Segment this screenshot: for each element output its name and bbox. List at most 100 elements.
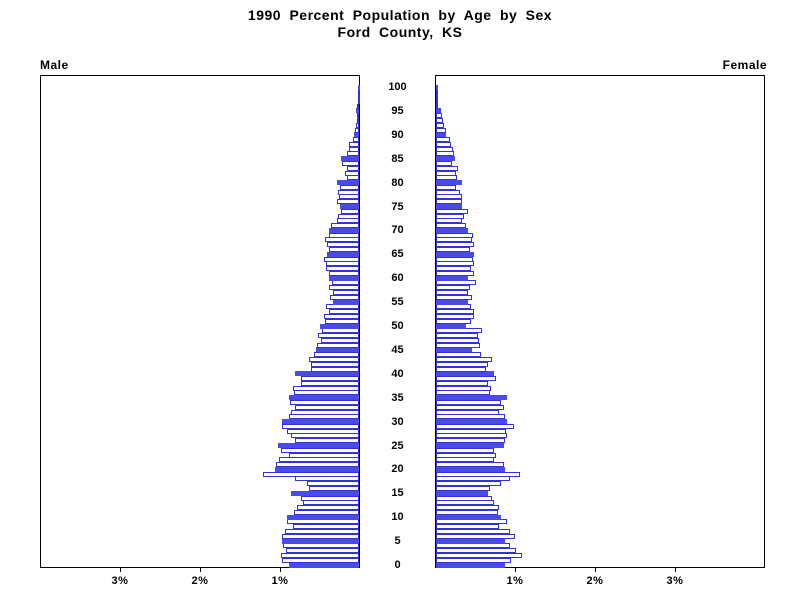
bar-male-age-22 xyxy=(279,457,359,463)
bar-female-age-60 xyxy=(436,275,468,281)
bar-female-age-91 xyxy=(436,127,446,133)
age-tick-label-40: 40 xyxy=(391,367,404,380)
bar-female-age-57 xyxy=(436,290,468,296)
female-tick-label-2%: 2% xyxy=(586,575,604,587)
bar-male-age-98 xyxy=(357,94,360,100)
bar-female-age-22 xyxy=(436,457,495,463)
bar-male-age-49 xyxy=(322,328,359,334)
bar-male-age-48 xyxy=(318,333,359,339)
bar-male-age-88 xyxy=(349,141,359,147)
bar-female-age-55 xyxy=(436,299,468,305)
bar-male-age-74 xyxy=(341,208,359,214)
bar-female-age-81 xyxy=(436,175,457,181)
bar-female-age-99 xyxy=(436,89,438,95)
bar-male-age-62 xyxy=(326,266,359,272)
chart-title: 1990 Percent Population by Age by Sex Fo… xyxy=(0,7,800,41)
bar-male-age-1 xyxy=(282,557,359,563)
bar-female-age-38 xyxy=(436,380,488,386)
bar-male-age-45 xyxy=(315,347,359,353)
bar-male-age-96 xyxy=(357,103,360,109)
bar-male-age-93 xyxy=(356,117,359,123)
bar-male-age-87 xyxy=(348,146,359,152)
bar-female-age-12 xyxy=(436,505,500,511)
age-tick-label-10: 10 xyxy=(391,511,404,524)
bar-female-age-50 xyxy=(436,323,467,329)
bar-female-age-49 xyxy=(436,328,482,334)
bar-female-age-14 xyxy=(436,495,492,501)
bar-female-age-34 xyxy=(436,399,501,405)
bar-female-age-54 xyxy=(436,304,472,310)
bar-male-age-16 xyxy=(309,486,359,492)
bar-male-age-7 xyxy=(284,529,359,535)
bar-female-age-63 xyxy=(436,261,474,267)
bar-male-age-94 xyxy=(357,113,360,119)
bar-male-age-90 xyxy=(354,132,359,138)
bar-male-age-8 xyxy=(293,524,359,530)
bar-female-age-18 xyxy=(436,476,511,482)
bar-male-age-99 xyxy=(357,89,360,95)
bar-male-age-26 xyxy=(295,438,359,444)
bar-male-age-46 xyxy=(317,342,359,348)
bar-female-age-88 xyxy=(436,141,452,147)
bar-female-age-53 xyxy=(436,309,475,315)
bar-female-age-62 xyxy=(436,266,472,272)
bar-female-age-73 xyxy=(436,213,464,219)
bar-male-age-13 xyxy=(303,500,359,506)
bar-male-age-54 xyxy=(326,304,359,310)
bar-male-age-79 xyxy=(339,184,359,190)
bar-female-age-17 xyxy=(436,481,501,487)
male-tick-2% xyxy=(200,568,201,572)
bar-male-age-19 xyxy=(263,471,359,477)
bar-male-age-27 xyxy=(291,433,359,439)
bar-female-age-0 xyxy=(436,562,505,568)
age-tick-label-100: 100 xyxy=(388,81,407,93)
age-tick-label-20: 20 xyxy=(391,463,404,476)
bar-male-age-83 xyxy=(347,165,359,171)
bar-female-age-67 xyxy=(436,242,474,248)
age-tick-label-75: 75 xyxy=(391,200,404,213)
bar-male-age-32 xyxy=(291,409,359,415)
bar-male-age-44 xyxy=(314,352,359,358)
bar-male-age-50 xyxy=(319,323,359,329)
male-tick-label-1%: 1% xyxy=(271,575,289,587)
bar-female-age-83 xyxy=(436,165,458,171)
age-tick-label-0: 0 xyxy=(394,559,401,571)
bar-female-age-52 xyxy=(436,313,474,319)
bar-male-age-34 xyxy=(290,399,359,405)
age-tick-label-65: 65 xyxy=(391,248,404,261)
bar-female-age-48 xyxy=(436,333,479,339)
bar-female-age-97 xyxy=(436,98,439,104)
bar-male-age-68 xyxy=(325,237,359,243)
bar-female-age-86 xyxy=(436,151,455,157)
age-tick-label-15: 15 xyxy=(391,487,404,500)
bar-female-age-36 xyxy=(436,390,490,396)
bar-male-age-9 xyxy=(287,519,359,525)
bar-female-age-5 xyxy=(436,538,505,544)
age-tick-label-45: 45 xyxy=(391,343,404,356)
age-tick-label-70: 70 xyxy=(391,224,404,237)
bar-female-age-10 xyxy=(436,514,501,520)
bar-male-age-31 xyxy=(288,414,359,420)
bar-female-age-61 xyxy=(436,270,475,276)
bar-female-age-85 xyxy=(436,156,456,162)
bar-male-age-53 xyxy=(328,309,359,315)
bar-female-age-42 xyxy=(436,361,488,367)
bar-female-age-93 xyxy=(436,117,444,123)
bar-male-age-76 xyxy=(336,199,359,205)
bar-female-age-44 xyxy=(436,352,481,358)
male-tick-label-3%: 3% xyxy=(111,575,129,587)
bar-female-age-82 xyxy=(436,170,456,176)
bar-male-age-92 xyxy=(355,122,359,128)
bar-male-age-24 xyxy=(280,447,359,453)
bar-female-age-21 xyxy=(436,462,504,468)
female-tick-label-1%: 1% xyxy=(506,575,524,587)
bar-male-age-61 xyxy=(328,270,359,276)
bar-male-age-28 xyxy=(287,428,359,434)
bar-male-age-15 xyxy=(291,490,359,496)
bar-female-age-95 xyxy=(436,108,441,114)
age-tick-label-95: 95 xyxy=(391,104,404,117)
female-tick-3% xyxy=(675,568,676,572)
bar-female-age-1 xyxy=(436,557,512,563)
bar-male-age-6 xyxy=(282,533,359,539)
bar-male-age-70 xyxy=(329,227,359,233)
